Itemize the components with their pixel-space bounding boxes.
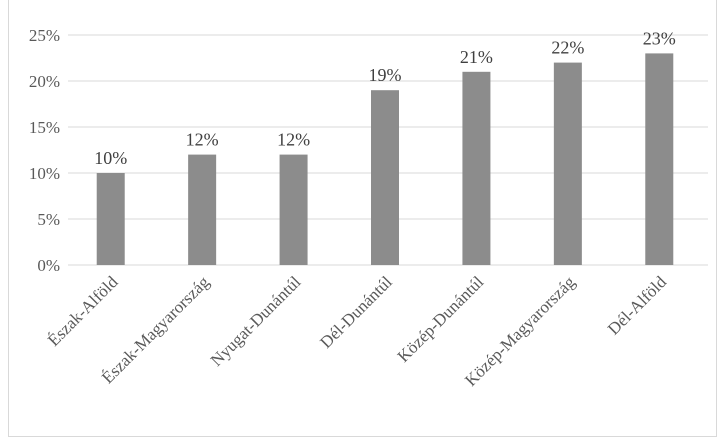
bars <box>96 53 674 266</box>
bar <box>645 53 674 266</box>
category-label: Közép-Dunántúl <box>394 272 488 366</box>
data-label: 12% <box>186 130 219 150</box>
category-labels: Észak-AlföldÉszak-MagyarországNyugat-Dun… <box>44 272 670 390</box>
data-label: 23% <box>643 28 676 48</box>
bar <box>279 154 308 265</box>
bar <box>553 62 582 265</box>
y-tick-label: 20% <box>29 72 60 91</box>
data-label: 12% <box>277 130 310 150</box>
category-label: Nyugat-Dunántúl <box>207 272 305 370</box>
category-label: Dél-Dunántúl <box>316 272 396 352</box>
y-tick-label: 5% <box>37 210 60 229</box>
y-tick-label: 10% <box>29 164 60 183</box>
data-label: 19% <box>369 65 402 85</box>
category-label: Észak-Alföld <box>44 272 122 350</box>
data-labels: 10% 12% 12% 19% 21% 22% 23% <box>94 28 676 168</box>
category-label: Dél-Alföld <box>604 272 671 339</box>
y-tick-label: 0% <box>37 256 60 275</box>
bar <box>371 90 399 265</box>
bar <box>188 154 217 265</box>
bar <box>462 71 491 265</box>
bar <box>96 173 125 265</box>
data-label: 10% <box>94 148 127 168</box>
y-tick-label: 25% <box>29 26 60 45</box>
data-label: 21% <box>460 47 493 67</box>
y-axis-ticks: 0% 5% 10% 15% 20% 25% <box>29 26 60 275</box>
data-label: 22% <box>551 38 584 58</box>
y-tick-label: 15% <box>29 118 60 137</box>
